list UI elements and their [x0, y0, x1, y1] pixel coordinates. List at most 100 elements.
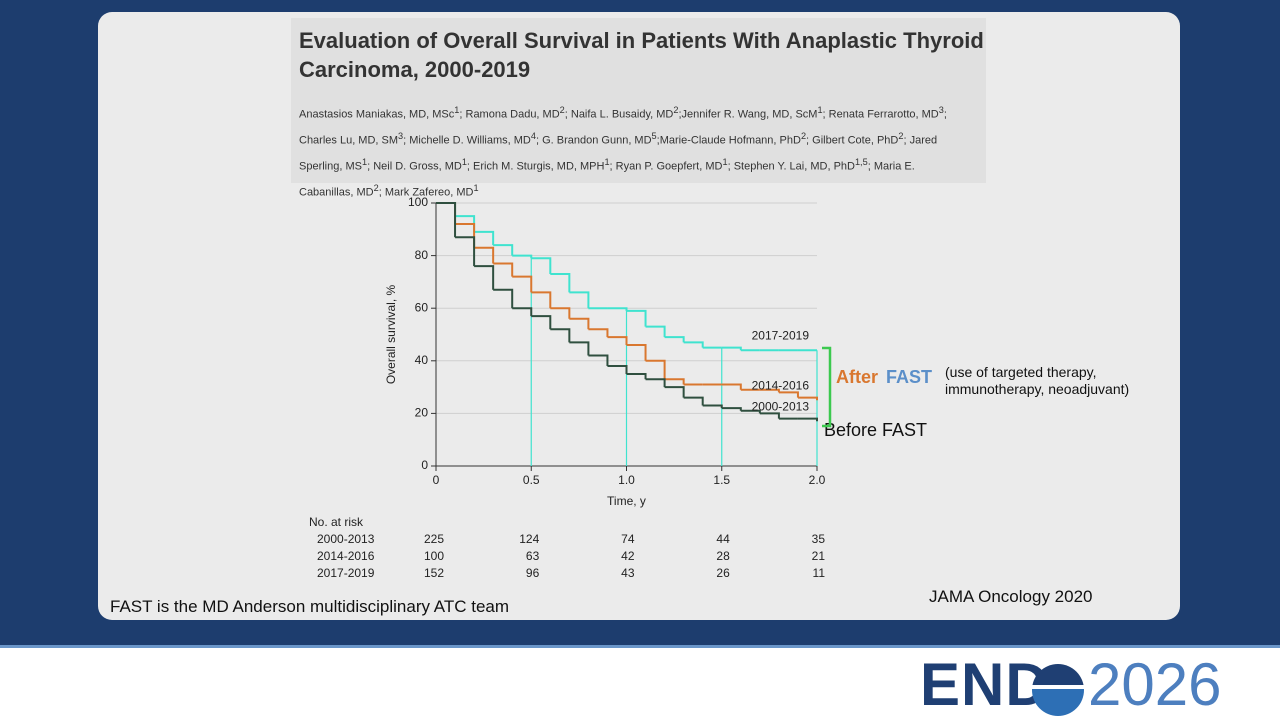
x-axis-label: Time, y	[607, 494, 646, 508]
survival-step	[550, 328, 571, 343]
survival-step	[607, 365, 628, 374]
separator: ;	[943, 108, 947, 121]
author-name: G. Brandon Gunn, MD	[542, 134, 652, 147]
separator: ;	[822, 108, 829, 121]
affiliation: 1	[722, 157, 728, 168]
survival-step	[455, 236, 476, 267]
author-name: Erich M. Sturgis, MD, MPH	[473, 160, 605, 173]
survival-step	[626, 344, 647, 361]
separator: ;	[564, 108, 571, 121]
author-name: Michelle D. Williams, MD	[409, 134, 531, 147]
survival-step	[569, 291, 590, 309]
affiliation: 1,5	[854, 157, 868, 168]
logo-globe	[1032, 664, 1084, 716]
survival-step	[759, 412, 780, 419]
author-name: Stephen Y. Lai, MD, PhD	[733, 160, 855, 173]
survival-step	[664, 386, 685, 398]
paper-header	[291, 18, 986, 183]
risk-value: 28	[716, 549, 730, 563]
affiliation: 2	[800, 131, 807, 142]
affiliation: 2	[673, 105, 679, 115]
survival-step	[721, 383, 742, 390]
source: JAMA Oncology 2020	[929, 587, 1093, 606]
survival-step	[797, 396, 818, 401]
survival-step	[531, 291, 552, 309]
survival-step	[550, 307, 571, 319]
x-tick-label: 0	[433, 473, 440, 487]
survival-step	[436, 202, 457, 238]
author-name: Renata Ferrarotto, MD	[828, 108, 939, 121]
risk-value: 21	[812, 549, 826, 563]
survival-step	[626, 309, 647, 327]
x-tick-label: 1.0	[618, 473, 635, 487]
author-name: Charles Lu, MD, SM	[299, 134, 399, 147]
logo-end: END	[920, 651, 1050, 718]
author-name: Anastasios Maniakas, MD, MSc	[299, 108, 455, 121]
survival-step	[512, 307, 533, 317]
series-label: 2000-2013	[752, 399, 810, 413]
survival-step	[683, 396, 704, 406]
separator: ;	[656, 134, 660, 147]
survival-step	[531, 315, 552, 330]
author-name: Gilbert Cote, PhD	[812, 134, 899, 147]
affiliation: 1	[454, 105, 460, 115]
affiliation: 1	[817, 105, 823, 115]
risk-value: 63	[526, 549, 540, 563]
survival-step	[702, 404, 723, 409]
author-name: Marie-Claude Hofmann, PhD	[659, 134, 801, 147]
risk-row-label: 2017-2019	[317, 566, 375, 580]
affiliation: 1	[461, 157, 467, 168]
author-name: Neil D. Gross, MD	[373, 160, 462, 173]
risk-value: 225	[424, 532, 444, 546]
survival-step	[664, 336, 685, 343]
survival-step	[474, 265, 495, 290]
survival-step	[607, 336, 628, 346]
survival-step	[512, 254, 533, 259]
survival-step	[474, 246, 495, 264]
risk-value: 152	[424, 566, 444, 580]
survival-step	[474, 230, 495, 246]
risk-row-label: 2014-2016	[317, 549, 375, 563]
survival-step	[493, 244, 514, 256]
series-label: 2014-2016	[752, 378, 810, 392]
survival-step	[588, 328, 609, 338]
survival-step	[778, 391, 799, 398]
separator: ;	[367, 160, 374, 173]
note: (use of targeted therapy,	[945, 364, 1097, 380]
survival-step	[626, 372, 647, 380]
separator: ;	[806, 134, 813, 147]
affiliation: 1	[361, 157, 368, 168]
separator: ;	[867, 160, 874, 173]
survival-step	[493, 288, 514, 309]
logo-year: 2026	[1088, 651, 1222, 718]
after-label: After	[836, 367, 879, 387]
separator: ;	[609, 160, 616, 173]
risk-value: 43	[621, 566, 635, 580]
fast-label: FAST	[886, 367, 933, 387]
survival-step	[455, 223, 476, 248]
y-tick-label: 80	[415, 248, 429, 262]
affiliation: 1	[604, 157, 610, 168]
separator: ;	[403, 134, 410, 147]
author-name: Maria E. Cabanillas, MD	[299, 160, 915, 200]
before-label: Before FAST	[824, 420, 928, 440]
survival-step	[664, 378, 685, 385]
survival-step	[588, 354, 609, 367]
y-tick-label: 40	[415, 353, 429, 367]
x-tick-label: 1.5	[713, 473, 730, 487]
survival-step	[607, 307, 628, 311]
affiliation: 2	[559, 105, 565, 115]
risk-title: No. at risk	[309, 515, 364, 529]
series-label: 2017-2019	[752, 328, 810, 342]
affiliation: 2	[373, 183, 379, 194]
x-tick-label: 0.5	[523, 473, 540, 487]
y-tick-label: 60	[415, 300, 429, 314]
affiliation: 3	[938, 105, 944, 115]
separator: ;	[903, 134, 910, 147]
risk-value: 11	[813, 566, 826, 580]
survival-step	[569, 317, 590, 330]
y-tick-label: 100	[408, 195, 428, 209]
separator: ;	[727, 160, 734, 173]
